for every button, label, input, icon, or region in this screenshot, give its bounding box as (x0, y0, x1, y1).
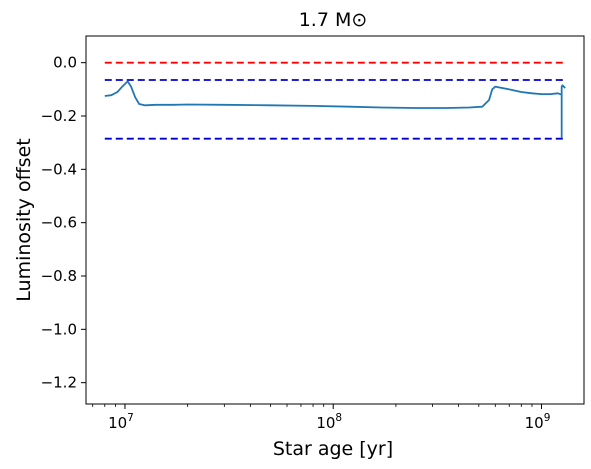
x-axis-label: Star age [yr] (273, 438, 393, 460)
y-tick-label: −1.0 (41, 320, 77, 338)
chart-title: 1.7 M⊙ (299, 9, 368, 31)
y-tick-label: −1.2 (41, 374, 77, 392)
series-group (104, 80, 566, 139)
x-tick-label: 109 (525, 412, 551, 432)
y-tick-label: −0.4 (41, 160, 77, 178)
x-tick-label: 108 (316, 412, 342, 432)
x-axis: 107 108 109 (92, 404, 551, 432)
y-tick-label: 0.0 (53, 54, 77, 72)
x-tick-label: 107 (108, 412, 134, 432)
y-tick-label: −0.2 (41, 107, 77, 125)
y-axis: 0.0 −0.2 −0.4 −0.6 −0.8 −1.0 −1.2 (41, 54, 86, 392)
plot-frame (85, 35, 585, 405)
y-axis-label: Luminosity offset (13, 138, 35, 301)
y-tick-label: −0.6 (41, 214, 77, 232)
reference-lines (104, 61, 566, 140)
y-tick-label: −0.8 (41, 267, 77, 285)
data-series-line-1 (104, 80, 566, 139)
